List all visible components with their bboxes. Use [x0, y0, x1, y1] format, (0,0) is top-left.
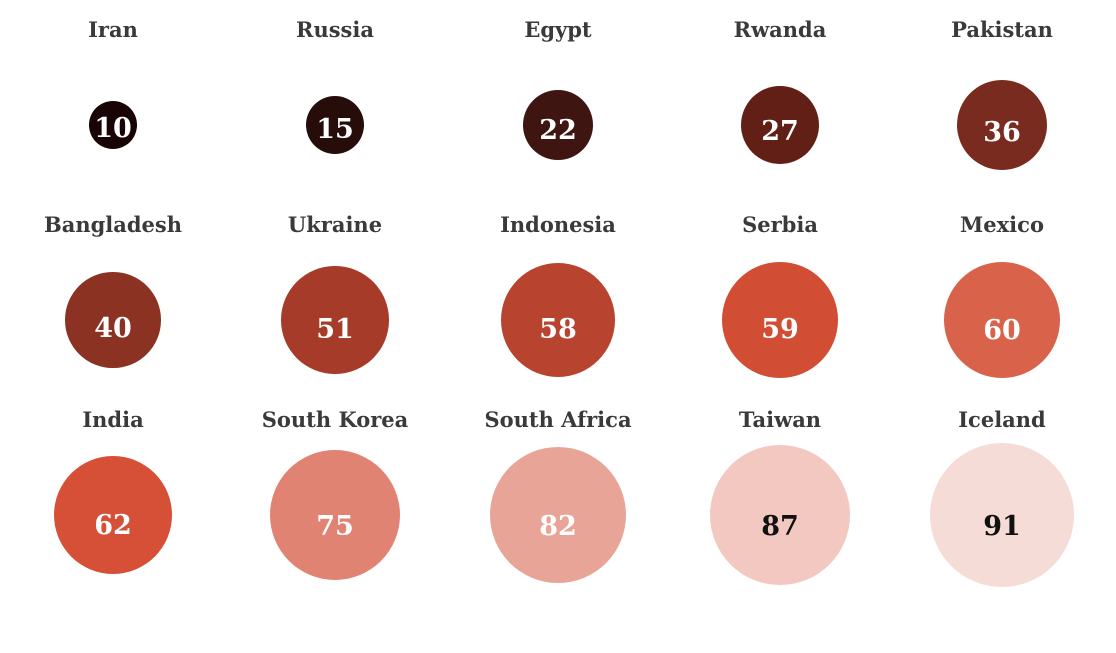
country-label-bangladesh: Bangladesh	[43, 212, 183, 237]
country-label-serbia: Serbia	[742, 212, 818, 237]
bubble-iran	[89, 101, 137, 149]
bubble-india	[53, 455, 173, 575]
bubble-south-africa	[489, 446, 627, 584]
bubble-russia	[305, 95, 365, 155]
value-label-pakistan: 36	[983, 117, 1021, 149]
bubble-egypt	[522, 89, 594, 161]
value-label-iceland: 91	[983, 511, 1021, 542]
country-label-iran: Iran	[88, 17, 138, 42]
country-label-south-korea: South Korea	[261, 407, 409, 432]
value-label-mexico: 60	[983, 314, 1021, 346]
bubble-south-korea	[269, 449, 401, 581]
country-label-rwanda: Rwanda	[733, 17, 827, 42]
country-label-india: India	[82, 407, 144, 432]
bubble-taiwan	[709, 444, 851, 586]
value-label-iran: 10	[94, 113, 132, 145]
country-label-mexico: Mexico	[960, 212, 1044, 237]
value-label-bangladesh: 40	[94, 312, 132, 344]
bubble-indonesia	[500, 262, 616, 378]
country-label-iceland: Iceland	[958, 407, 1046, 432]
value-label-taiwan: 87	[761, 511, 799, 542]
country-label-egypt: Egypt	[524, 17, 592, 42]
bubble-pakistan	[956, 79, 1048, 171]
value-label-india: 62	[94, 509, 132, 541]
value-label-indonesia: 58	[539, 314, 577, 346]
country-label-taiwan: Taiwan	[738, 407, 822, 432]
bubble-iceland	[930, 443, 1074, 587]
bubble-bangladesh	[65, 272, 161, 368]
country-label-south-africa: South Africa	[484, 407, 632, 432]
bubble-ukraine	[281, 266, 389, 374]
bubble-serbia	[722, 262, 838, 378]
value-label-egypt: 22	[539, 115, 577, 147]
country-label-indonesia: Indonesia	[500, 212, 616, 237]
value-label-rwanda: 27	[761, 116, 799, 148]
value-label-russia: 15	[316, 114, 354, 146]
bubble-mexico	[943, 261, 1061, 379]
value-label-ukraine: 51	[316, 313, 354, 345]
country-label-ukraine: Ukraine	[287, 212, 383, 237]
bubble-rwanda	[740, 85, 820, 165]
country-label-pakistan: Pakistan	[951, 17, 1053, 42]
value-label-serbia: 59	[761, 314, 799, 346]
value-label-south-africa: 82	[539, 511, 577, 542]
value-label-south-korea: 75	[316, 510, 354, 542]
country-label-russia: Russia	[296, 17, 374, 42]
